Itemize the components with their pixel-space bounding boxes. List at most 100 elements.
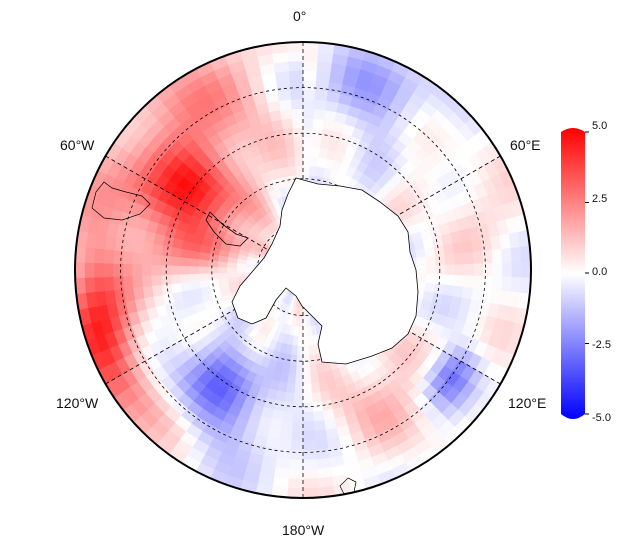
field-cell <box>161 283 173 295</box>
field-cell <box>296 355 304 366</box>
field-cell <box>286 487 304 498</box>
field-cell <box>314 439 329 451</box>
field-cell <box>275 138 287 150</box>
field-cell <box>274 457 290 470</box>
field-cell <box>501 247 513 264</box>
field-cell <box>288 459 304 470</box>
field-cell <box>302 402 314 413</box>
field-cell <box>142 285 154 299</box>
field-cell <box>290 89 304 100</box>
field-cell <box>314 99 328 111</box>
field-cell <box>435 254 446 266</box>
field-cell <box>84 246 96 263</box>
field-cell <box>416 256 427 267</box>
field-cell <box>294 383 304 394</box>
field-cell <box>302 459 318 470</box>
field-cell <box>435 274 446 286</box>
field-cell <box>293 136 304 148</box>
field-cell <box>502 262 513 278</box>
field-cell <box>444 274 456 287</box>
field-cell <box>302 468 318 480</box>
field-cell <box>294 146 304 157</box>
field-cell <box>122 275 134 290</box>
field-cell <box>302 317 308 328</box>
field-cell <box>311 137 322 148</box>
field-cell <box>302 392 313 404</box>
field-cell <box>463 251 475 265</box>
field-cell <box>160 264 171 276</box>
field-cell <box>142 241 154 255</box>
field-cell <box>511 262 522 278</box>
field-cell <box>311 392 322 403</box>
field-cell <box>295 364 304 375</box>
field-cell <box>288 60 304 72</box>
field-cell <box>453 252 465 265</box>
field-cell <box>188 265 199 275</box>
field-cell <box>198 273 209 282</box>
field-cell <box>217 266 228 274</box>
field-cell <box>302 117 314 129</box>
field-cell <box>317 476 334 489</box>
field-cell <box>112 276 124 291</box>
field-cell <box>416 273 427 284</box>
field-cell <box>141 252 153 265</box>
field-cell <box>131 263 142 277</box>
field-cell <box>302 108 315 119</box>
field-cell <box>316 457 332 470</box>
field-cell <box>84 277 96 294</box>
field-cell <box>473 263 484 277</box>
field-cell <box>288 165 297 177</box>
field-cell <box>285 146 296 158</box>
field-cell <box>280 420 293 432</box>
field-cell <box>302 79 317 91</box>
field-cell <box>284 392 295 403</box>
field-cell <box>150 253 162 266</box>
field-cell <box>443 284 455 297</box>
field-cell <box>293 392 304 404</box>
colorbar-gradient <box>561 128 589 419</box>
lon-label-120e: 120°E <box>508 395 547 411</box>
field-cell <box>425 255 437 266</box>
field-cell <box>424 246 436 258</box>
field-cell <box>161 245 173 257</box>
antarctica-coastline <box>205 177 419 365</box>
field-cell <box>319 390 331 402</box>
field-cell <box>198 258 209 267</box>
field-cell <box>318 381 329 393</box>
field-cell <box>302 364 311 375</box>
field-cell <box>302 383 312 394</box>
field-cell <box>151 284 163 297</box>
field-cell <box>272 51 289 64</box>
field-cell <box>302 440 316 451</box>
colorbar-tick-label: -5.0 <box>592 412 611 424</box>
lon-label-180w: 180°W <box>282 522 325 538</box>
field-cell <box>281 410 294 422</box>
field-cell <box>103 276 115 292</box>
field-cell <box>521 261 531 279</box>
field-cell <box>314 89 329 101</box>
field-cell <box>443 243 455 256</box>
field-cell <box>435 264 446 276</box>
field-cell <box>274 70 290 83</box>
field-cell <box>491 276 503 292</box>
field-cell <box>141 264 152 276</box>
field-cell <box>189 280 201 291</box>
field-cell <box>294 373 304 385</box>
field-cell <box>278 99 292 111</box>
field-cell <box>290 440 304 451</box>
field-cell <box>426 265 437 275</box>
field-cell <box>464 263 475 277</box>
field-cell <box>272 476 289 489</box>
field-cell <box>302 42 320 53</box>
field-cell <box>302 336 309 347</box>
field-cell <box>112 249 124 264</box>
field-cell <box>302 70 318 81</box>
field-cell <box>302 146 312 157</box>
field-cell <box>416 265 427 275</box>
field-cell <box>179 265 190 275</box>
field-cell <box>302 430 316 442</box>
field-cell <box>273 467 290 479</box>
field-cell <box>294 155 304 167</box>
field-cell <box>302 165 311 176</box>
field-cell <box>131 251 143 265</box>
